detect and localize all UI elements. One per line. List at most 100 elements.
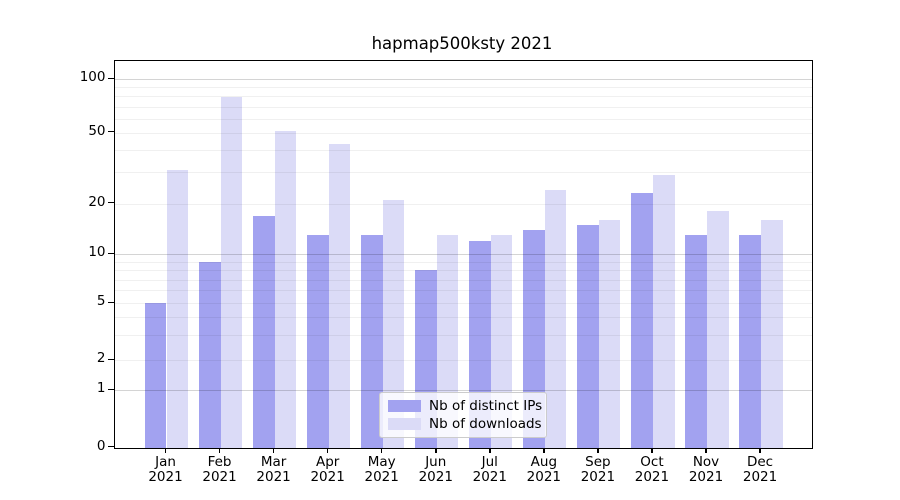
- bar-downloads-may: [382, 199, 405, 448]
- x-axis-tick-label-mar: Mar 2021: [244, 453, 304, 486]
- month-label: Apr: [315, 453, 340, 470]
- y-axis-tick-label-20: 20: [88, 193, 106, 210]
- year-label: 2021: [364, 469, 399, 485]
- year-label: 2021: [634, 469, 670, 485]
- x-axis-tick-label-dec: Dec 2021: [730, 453, 790, 486]
- y-axis-tick-2: [107, 358, 114, 361]
- month-label: Aug: [530, 453, 558, 470]
- x-axis-tick-nov: [705, 448, 707, 453]
- y-axis-tick-label-10: 10: [88, 244, 106, 261]
- legend-swatch-distinct-ips: [388, 399, 421, 412]
- gridline-minor-40: [114, 149, 812, 151]
- bar-downloads-dec: [761, 220, 783, 448]
- x-axis-tick-label-nov: Nov 2021: [676, 453, 736, 486]
- x-axis-tick-label-apr: Apr 2021: [298, 453, 358, 486]
- bar-downloads-nov: [707, 211, 729, 448]
- y-axis-tick-label-0: 0: [96, 437, 106, 454]
- plot-area: [113, 60, 813, 449]
- x-axis-tick-label-jul: Jul 2021: [460, 453, 520, 486]
- y-axis-tick-5: [107, 301, 114, 304]
- y-axis-tick-50: [107, 130, 114, 133]
- x-axis-tick-label-sep: Sep 2021: [568, 453, 628, 486]
- month-label: Mar: [260, 453, 287, 470]
- legend: Nb of distinct IPs Nb of downloads: [379, 392, 547, 438]
- month-label: Jan: [155, 453, 176, 470]
- month-label: Dec: [746, 453, 774, 470]
- bar-downloads-oct: [652, 174, 675, 448]
- legend-item-downloads: Nb of downloads: [388, 415, 542, 432]
- y-axis-tick-label-50: 50: [88, 122, 106, 139]
- x-axis-tick-label-jun: Jun 2021: [406, 453, 466, 486]
- gridline-minor-60: [114, 118, 812, 120]
- year-label: 2021: [742, 469, 778, 485]
- year-label: 2021: [526, 469, 562, 485]
- year-label: 2021: [688, 469, 724, 485]
- x-axis-tick-may: [380, 448, 383, 453]
- gridline-minor-80: [114, 96, 812, 98]
- x-axis-tick-label-oct: Oct 2021: [622, 453, 682, 486]
- y-axis-tick-0: [107, 445, 114, 448]
- year-label: 2021: [580, 469, 616, 485]
- x-axis-tick-aug: [543, 448, 545, 453]
- gridline-minor-30: [114, 172, 812, 174]
- gridline-minor-50: [114, 132, 812, 134]
- y-axis-tick-1: [107, 388, 114, 391]
- legend-swatch-downloads: [388, 417, 421, 430]
- y-axis-tick-label-5: 5: [96, 293, 106, 310]
- bar-distinct-ips-sep: [577, 224, 599, 448]
- legend-label-downloads: Nb of downloads: [429, 415, 542, 432]
- bar-downloads-apr: [328, 144, 351, 448]
- y-axis-tick-label-1: 1: [96, 380, 106, 397]
- year-label: 2021: [472, 469, 507, 485]
- bar-downloads-jan: [166, 169, 189, 448]
- bar-downloads-mar: [274, 131, 297, 448]
- month-label: Jun: [425, 453, 447, 470]
- x-axis-tick-dec: [759, 448, 761, 453]
- x-axis-tick-label-feb: Feb 2021: [190, 453, 250, 486]
- x-axis-tick-label-jan: Jan 2021: [136, 453, 196, 486]
- x-axis-tick-jul: [489, 448, 491, 453]
- x-axis-tick-label-aug: Aug 2021: [514, 453, 574, 486]
- gridline-minor-20: [114, 203, 812, 205]
- y-axis-tick-100: [107, 77, 114, 80]
- x-axis-tick-oct: [651, 448, 653, 453]
- bar-distinct-ips-mar: [253, 215, 275, 448]
- y-axis-tick-label-2: 2: [96, 350, 106, 367]
- month-label: Oct: [640, 453, 664, 470]
- y-axis-tick-label-100: 100: [79, 69, 106, 86]
- legend-item-distinct-ips: Nb of distinct IPs: [388, 397, 543, 414]
- chart-title: hapmap500ksty 2021: [371, 34, 553, 53]
- x-axis-tick-mar: [272, 448, 275, 453]
- x-axis-tick-jun: [435, 448, 437, 453]
- x-axis-tick-sep: [597, 448, 599, 453]
- month-label: Sep: [585, 453, 611, 470]
- x-axis-tick-apr: [326, 448, 329, 453]
- year-label: 2021: [310, 469, 345, 485]
- legend-label-distinct-ips: Nb of distinct IPs: [429, 397, 543, 414]
- x-axis-tick-jan: [164, 448, 167, 453]
- bar-distinct-ips-feb: [198, 261, 221, 448]
- bar-distinct-ips-oct: [631, 192, 653, 448]
- bar-distinct-ips-dec: [739, 235, 762, 448]
- month-label: Jul: [481, 453, 498, 470]
- year-label: 2021: [148, 469, 183, 485]
- x-axis-tick-feb: [218, 448, 221, 453]
- bar-distinct-ips-jan: [144, 303, 167, 448]
- year-label: 2021: [256, 469, 291, 485]
- year-label: 2021: [202, 469, 237, 485]
- bar-distinct-ips-nov: [685, 235, 707, 448]
- gridline-minor-90: [114, 87, 812, 89]
- month-label: Nov: [692, 453, 720, 470]
- bar-downloads-sep: [598, 220, 621, 448]
- month-label: Feb: [207, 453, 232, 470]
- bar-distinct-ips-apr: [307, 235, 329, 448]
- y-axis-tick-10: [107, 252, 114, 255]
- bar-distinct-ips-may: [361, 235, 383, 448]
- x-axis-tick-label-may: May 2021: [352, 454, 412, 486]
- y-axis-tick-20: [107, 201, 114, 204]
- bar-downloads-feb: [220, 96, 243, 448]
- gridline-major-100: [114, 79, 812, 81]
- gridline-minor-70: [114, 106, 812, 108]
- year-label: 2021: [418, 469, 453, 485]
